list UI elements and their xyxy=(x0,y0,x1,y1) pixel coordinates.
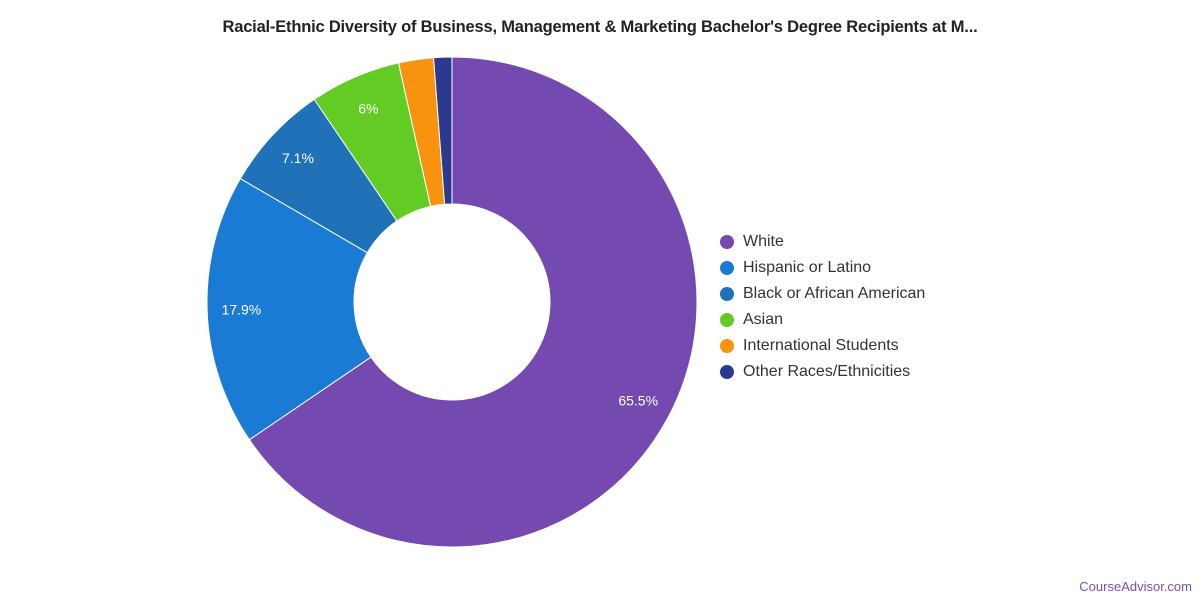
chart-title: Racial-Ethnic Diversity of Business, Man… xyxy=(222,18,978,36)
legend-item[interactable]: Other Races/Ethnicities xyxy=(720,359,925,385)
legend-swatch xyxy=(720,339,734,353)
legend: White Hispanic or Latino Black or African … xyxy=(720,229,925,385)
legend-label: Asian xyxy=(743,311,784,328)
legend-item[interactable]: White xyxy=(720,229,925,255)
legend-item[interactable]: Hispanic or Latino xyxy=(720,255,925,281)
legend-label: Other Races/Ethnicities xyxy=(743,363,911,380)
legend-swatch xyxy=(720,365,734,379)
legend-swatch xyxy=(720,313,734,327)
data-label: 17.9% xyxy=(222,301,262,317)
legend-item[interactable]: International Students xyxy=(720,333,925,359)
slice-other-races-ethnicities[interactable] xyxy=(433,56,453,205)
legend-item[interactable]: Asian xyxy=(720,307,925,333)
data-label: 6% xyxy=(358,101,378,117)
legend-label: Black or African American xyxy=(743,285,926,302)
watermark[interactable]: CourseAdvisor.com xyxy=(1079,579,1192,594)
legend-item[interactable]: Black or African American xyxy=(720,281,925,307)
slice-hispanic-or-latino[interactable] xyxy=(206,177,372,441)
legend-swatch xyxy=(720,287,734,301)
data-label: 7.1% xyxy=(282,150,314,166)
slice-white[interactable] xyxy=(248,56,698,548)
data-label: 65.5% xyxy=(618,393,658,409)
legend-swatch xyxy=(720,235,734,249)
legend-label: International Students xyxy=(743,337,899,354)
legend-swatch xyxy=(720,261,734,275)
legend-label: White xyxy=(743,233,784,250)
legend-label: Hispanic or Latino xyxy=(743,259,872,276)
